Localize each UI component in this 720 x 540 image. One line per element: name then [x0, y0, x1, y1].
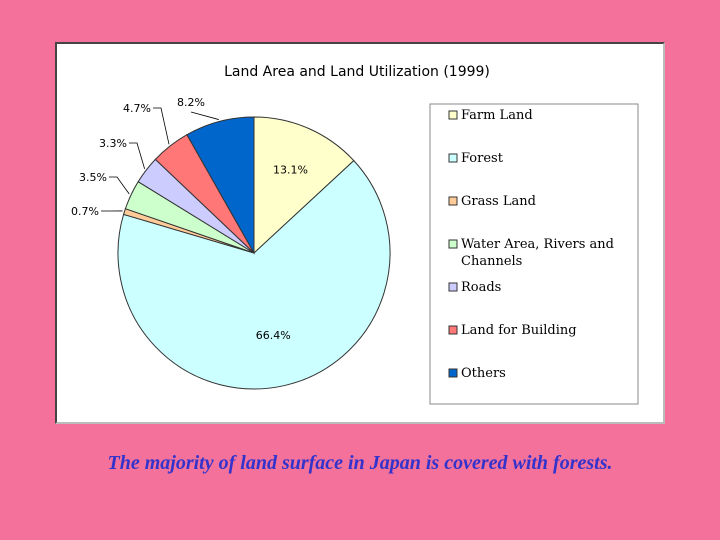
value-label-farm-land: 13.1%	[273, 164, 308, 177]
pie-slice-farm-land	[253, 116, 355, 255]
legend-swatch-water-area	[448, 239, 458, 249]
caption: The majority of land surface in Japan is…	[107, 452, 613, 474]
legend-label-grass-land: Grass Land	[461, 194, 536, 209]
leader-line-others	[190, 111, 219, 120]
pie-value-labels: 13.1% 66.4% 0.7% 3.5% 3.3% 4.7% 8.2%	[71, 96, 308, 342]
legend: Farm Land Forest Grass Land Water Area, Riv…	[429, 103, 639, 405]
chart-frame: Land Area and Land Utilization (1999) 13…	[55, 42, 665, 424]
legend-label-roads: Roads	[461, 280, 501, 295]
value-label-roads: 3.3%	[99, 137, 127, 150]
chart-title: Land Area and Land Utilization (1999)	[224, 64, 490, 80]
legend-label-water-area: Water Area, Rivers and Channels	[461, 237, 614, 269]
legend-swatch-others	[448, 368, 458, 378]
leader-line-water-area	[109, 176, 130, 195]
legend-swatch-grass-land	[448, 196, 458, 206]
legend-swatch-farm-land	[448, 110, 458, 120]
value-label-others: 8.2%	[177, 96, 205, 109]
legend-label-others: Others	[461, 366, 506, 381]
legend-label-forest: Forest	[461, 151, 504, 166]
leader-line-land-for-building	[153, 107, 170, 145]
pie-slices	[117, 116, 391, 390]
legend-swatch-forest	[448, 153, 458, 163]
value-label-land-for-building: 4.7%	[123, 102, 151, 115]
legend-label-land-for-building: Land for Building	[461, 323, 577, 338]
value-label-water-area: 3.5%	[79, 171, 107, 184]
value-label-grass-land: 0.7%	[71, 205, 99, 218]
pie-slice-others	[186, 116, 255, 255]
pie-chart: Land Area and Land Utilization (1999) 13…	[71, 64, 639, 405]
leader-line-roads	[129, 142, 146, 169]
pie-slice-forest	[117, 159, 391, 390]
legend-swatch-roads	[448, 282, 458, 292]
legend-label-farm-land: Farm Land	[461, 108, 533, 123]
legend-swatch-land-for-building	[448, 325, 458, 335]
value-label-forest: 66.4%	[256, 329, 291, 342]
legend-box	[429, 103, 639, 405]
